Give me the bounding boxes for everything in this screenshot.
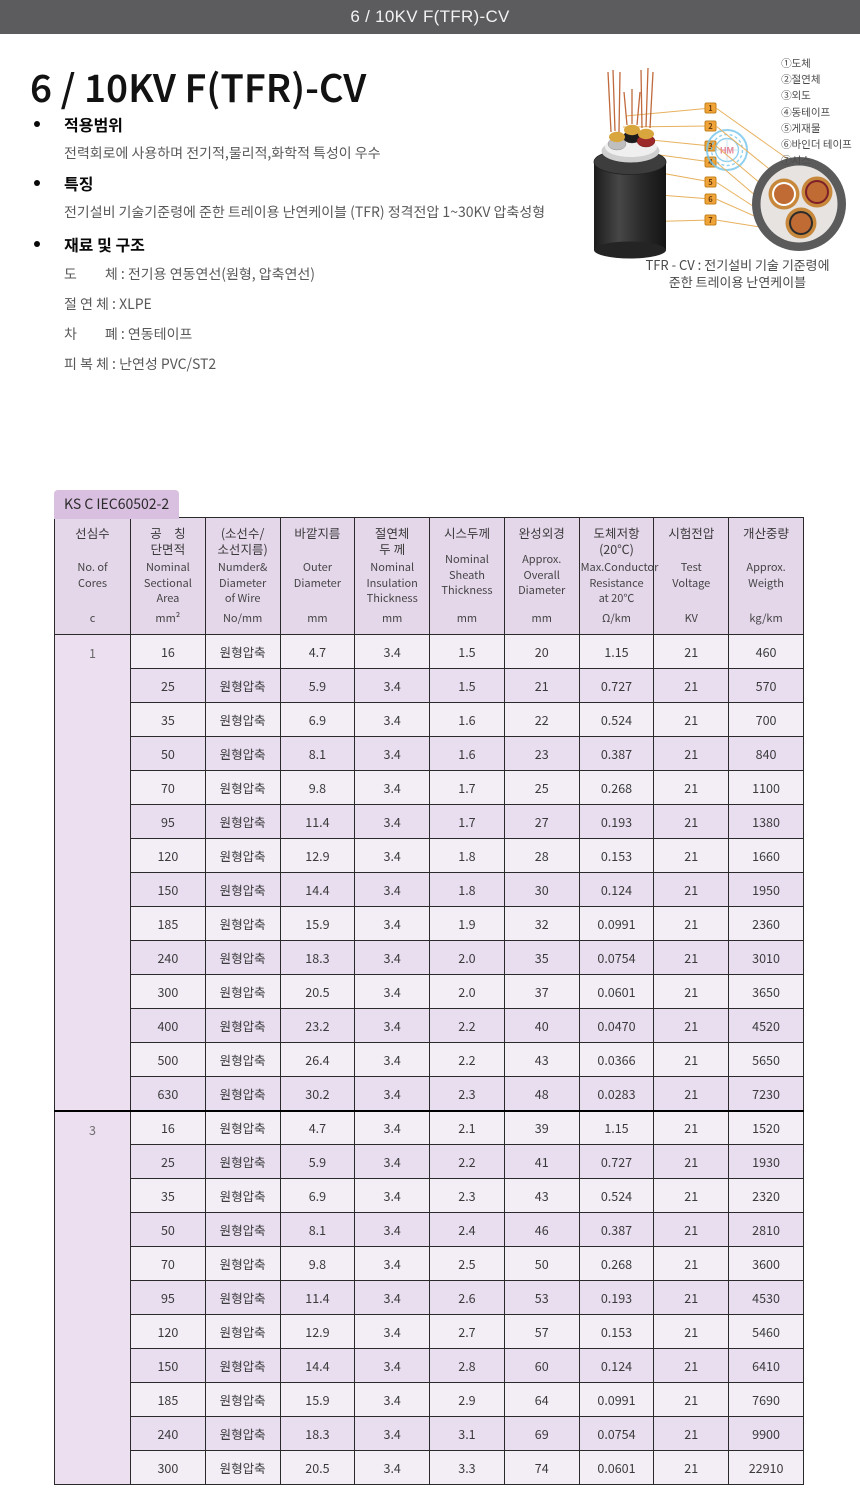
svg-text:6: 6 — [708, 194, 713, 205]
svg-text:7: 7 — [708, 215, 713, 226]
svg-text:5: 5 — [708, 177, 713, 188]
svg-text:1: 1 — [708, 103, 712, 114]
svg-text:2: 2 — [708, 121, 713, 132]
